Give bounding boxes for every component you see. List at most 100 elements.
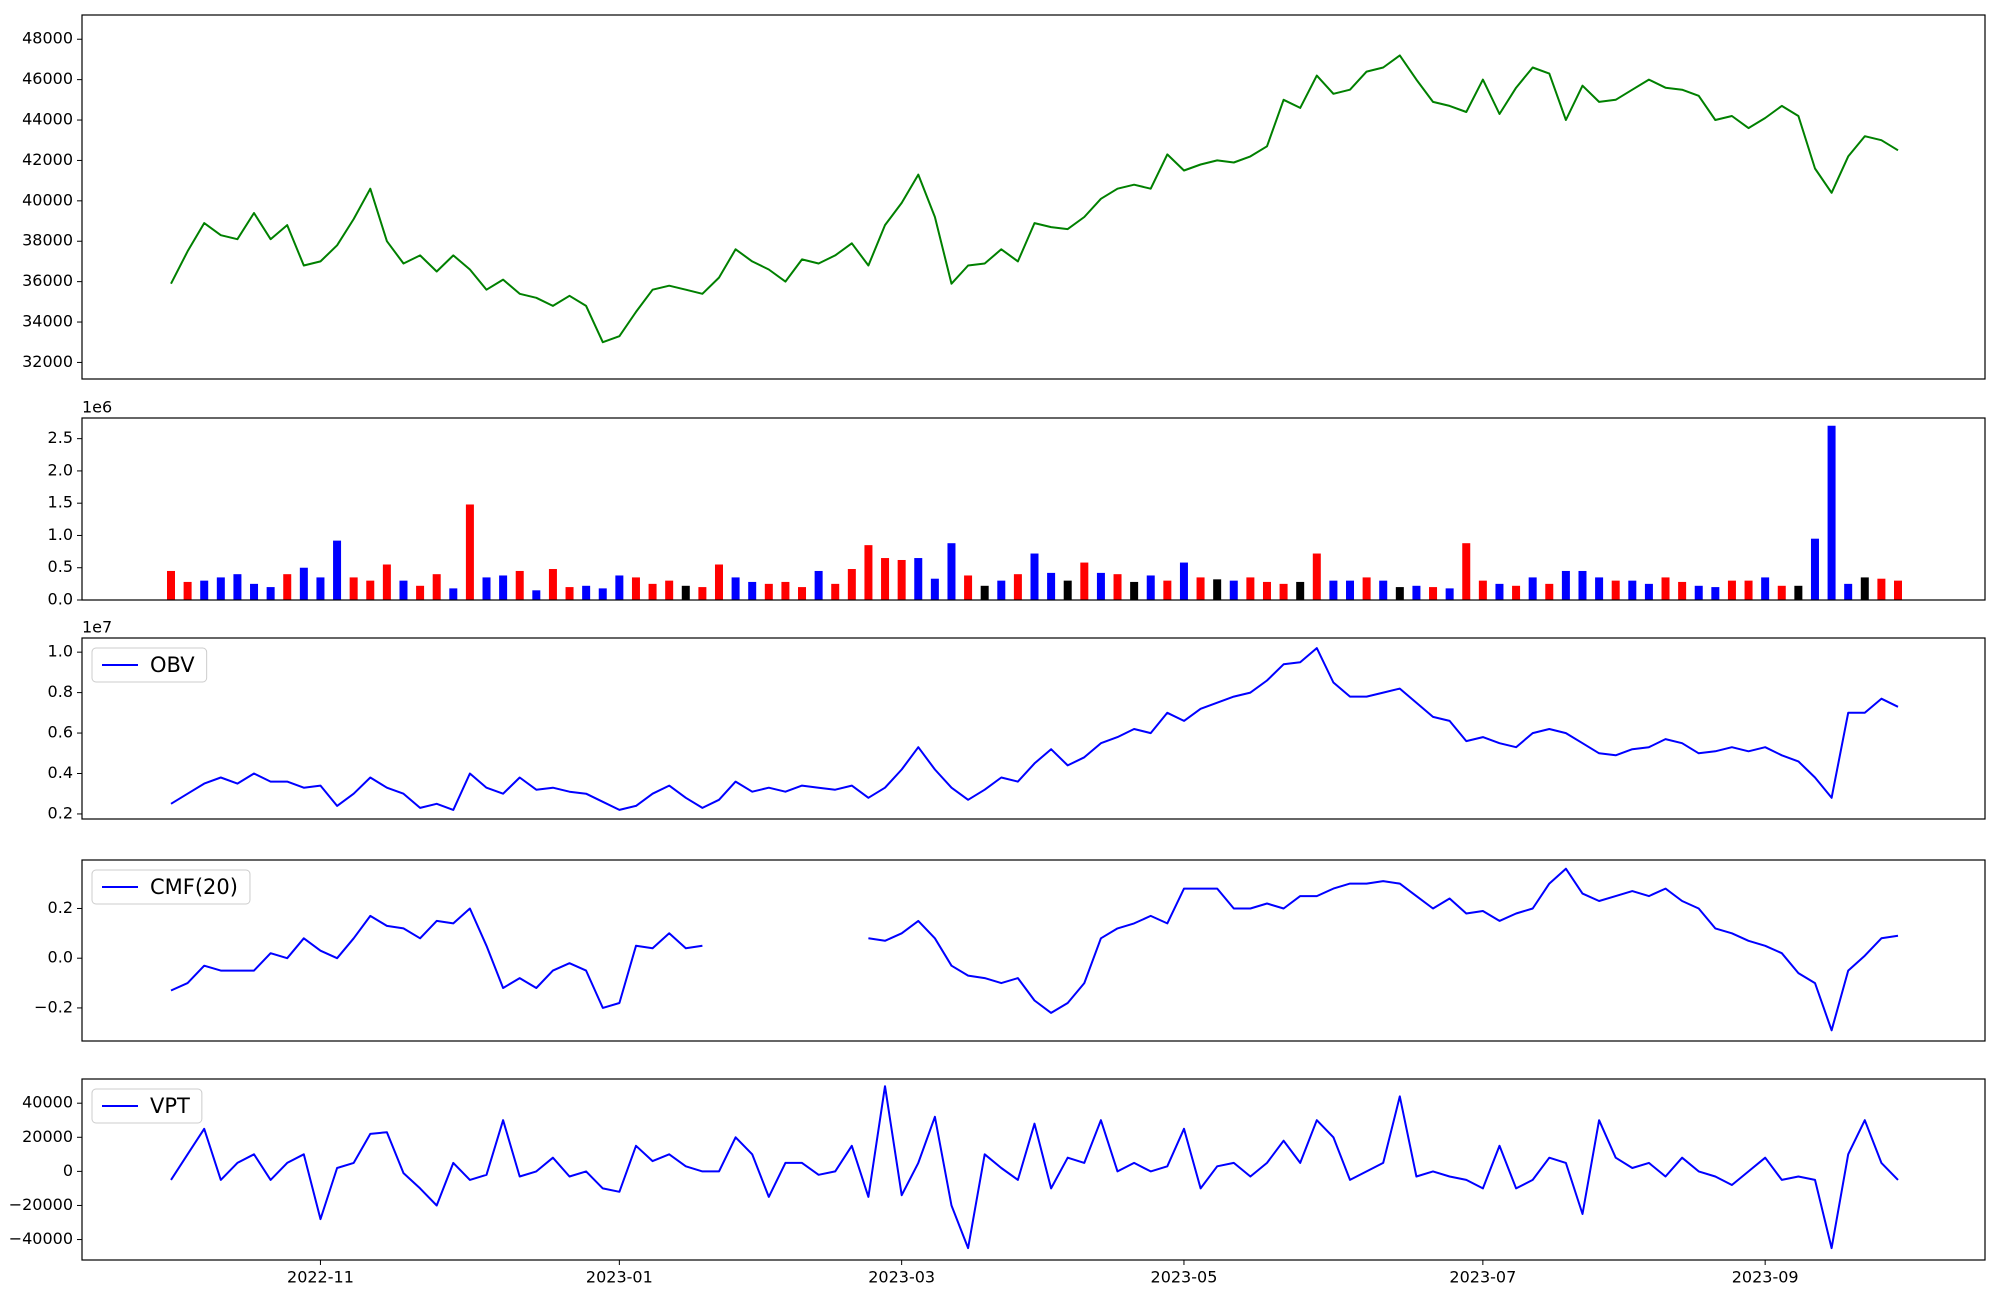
- y-tick-label: 0.5: [48, 557, 73, 576]
- volume-bar: [1329, 580, 1338, 600]
- volume-bar: [1429, 587, 1438, 600]
- volume-bar: [1877, 578, 1886, 600]
- legend-label: CMF(20): [150, 875, 238, 899]
- volume-bar: [964, 575, 973, 600]
- volume-bar: [548, 569, 557, 600]
- volume-bar: [233, 574, 242, 600]
- volume-bar: [1312, 553, 1321, 600]
- axes-frame: [81, 859, 1986, 1042]
- volume-bar: [1478, 580, 1487, 600]
- volume-bar: [1130, 581, 1139, 600]
- legend-label: VPT: [150, 1094, 190, 1118]
- volume-bar: [897, 559, 906, 600]
- volume-bar: [532, 590, 541, 600]
- volume-bar: [731, 577, 740, 600]
- volume-bar: [1080, 562, 1089, 600]
- y-tick-label: −20000: [9, 1195, 73, 1214]
- volume-bar: [1694, 585, 1703, 600]
- volume-bar: [1179, 562, 1188, 600]
- volume-bar: [416, 585, 425, 600]
- volume-bar: [798, 587, 807, 600]
- y-tick-label: 42000: [22, 150, 73, 169]
- volume-bar: [1379, 580, 1388, 600]
- axes-frame: [81, 637, 1986, 820]
- y-tick-label: 0.0: [48, 948, 73, 967]
- volume-bar: [499, 575, 508, 600]
- volume-bar: [266, 587, 275, 600]
- volume-bar: [598, 588, 607, 600]
- y-tick-label: 1.0: [48, 525, 73, 544]
- y-tick-label: 48000: [22, 29, 73, 48]
- y-tick-label: 1.5: [48, 493, 73, 512]
- volume-bar: [997, 580, 1006, 600]
- volume-bar: [1279, 583, 1288, 600]
- legend-box: [91, 869, 251, 905]
- volume-bar: [1362, 577, 1371, 600]
- volume-bar: [1611, 580, 1620, 600]
- volume-bar: [1711, 587, 1720, 600]
- x-tick-label: 2022-11: [287, 1268, 354, 1287]
- volume-bar: [1013, 574, 1022, 600]
- volume-bar: [1412, 585, 1421, 600]
- volume-bar: [1113, 574, 1122, 600]
- volume-bar: [847, 569, 856, 600]
- y-tick-label: 0.4: [48, 763, 73, 782]
- x-tick-label: 2023-03: [868, 1268, 935, 1287]
- volume-bar: [283, 574, 292, 600]
- volume-bar: [1512, 585, 1521, 600]
- y-tick-label: 0.0: [48, 590, 73, 609]
- y-offset-label: 1e7: [82, 618, 112, 637]
- volume-bar: [1528, 577, 1537, 600]
- x-tick-label: 2023-05: [1151, 1268, 1218, 1287]
- y-tick-label: 0.2: [48, 803, 73, 822]
- volume-bar: [1163, 580, 1172, 600]
- y-tick-label: 34000: [22, 312, 73, 331]
- y-tick-label: −0.2: [34, 997, 73, 1016]
- axes-frame: [81, 417, 1986, 601]
- volume-bar: [1296, 581, 1305, 600]
- volume-bar: [1727, 580, 1736, 600]
- volume-bar: [349, 577, 358, 600]
- volume-bar: [1047, 572, 1056, 600]
- volume-bar: [449, 588, 458, 600]
- volume-bar: [1810, 538, 1819, 600]
- volume-bar: [764, 583, 773, 600]
- volume-bar: [1860, 577, 1869, 600]
- volume-bar: [1628, 580, 1637, 600]
- volume-bar: [1661, 577, 1670, 600]
- series-line: [170, 647, 1899, 811]
- volume-bar: [1196, 577, 1205, 600]
- y-offset-label: 1e6: [82, 398, 112, 417]
- volume-bar: [831, 583, 840, 600]
- volume-bar: [1827, 425, 1836, 600]
- volume-bar: [648, 583, 657, 600]
- volume-bar: [382, 564, 391, 600]
- volume-bar: [1644, 583, 1653, 600]
- volume-bar: [515, 570, 524, 600]
- volume-bar: [930, 578, 939, 600]
- y-tick-label: 0: [63, 1161, 73, 1180]
- y-tick-label: 0.2: [48, 898, 73, 917]
- volume-bar: [914, 558, 923, 600]
- y-tick-label: 44000: [22, 110, 73, 129]
- y-tick-label: 1.0: [48, 642, 73, 661]
- volume-bar: [714, 564, 723, 600]
- volume-bar: [1894, 580, 1902, 600]
- y-tick-label: 46000: [22, 69, 73, 88]
- volume-bar: [1678, 581, 1687, 600]
- y-tick-label: −40000: [9, 1229, 73, 1248]
- series-line: [170, 1085, 1899, 1250]
- volume-bar: [1744, 580, 1753, 600]
- y-tick-label: 38000: [22, 231, 73, 250]
- volume-bar: [698, 587, 707, 600]
- volume-bar: [1545, 583, 1554, 600]
- y-tick-label: 40000: [22, 1093, 73, 1112]
- legend-box: [91, 647, 208, 683]
- volume-bar: [482, 577, 491, 600]
- x-tick-label: 2023-01: [586, 1268, 653, 1287]
- volume-bar: [947, 543, 956, 600]
- volume-bar: [200, 580, 209, 600]
- axes-frame: [81, 14, 1986, 380]
- volume-bar: [250, 583, 259, 600]
